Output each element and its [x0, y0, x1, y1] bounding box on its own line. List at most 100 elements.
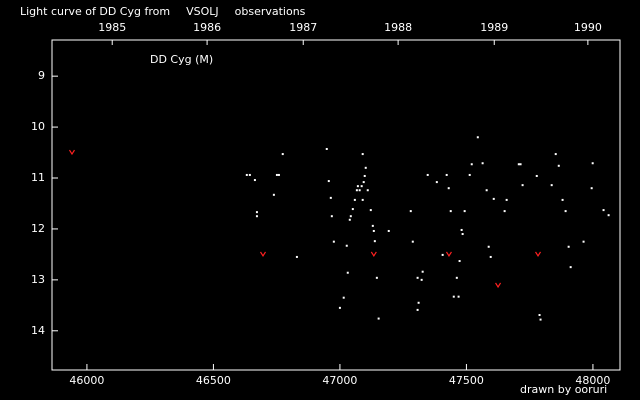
- y-tick-label: 13: [31, 273, 45, 286]
- observation-point: [366, 189, 369, 192]
- y-tick-label: 10: [31, 120, 45, 133]
- observation-point: [487, 245, 490, 248]
- y-tick-label: 12: [31, 222, 45, 235]
- x-tick-label: 47500: [449, 374, 484, 387]
- observation-point: [377, 317, 380, 320]
- observation-point: [505, 198, 508, 201]
- observation-point: [591, 162, 594, 165]
- observation-point: [449, 210, 452, 213]
- observation-point: [550, 184, 553, 187]
- observation-point: [255, 215, 258, 218]
- observation-point: [590, 187, 593, 190]
- observation-point: [332, 240, 335, 243]
- observation-point: [445, 173, 448, 176]
- observation-point: [503, 210, 506, 213]
- observation-point: [426, 173, 429, 176]
- observation-point: [420, 278, 423, 281]
- observation-point: [481, 162, 484, 165]
- observation-point: [295, 255, 298, 258]
- year-tick-label: 1987: [289, 21, 317, 34]
- fainter-than-mark: [370, 251, 377, 258]
- observation-point: [564, 210, 567, 213]
- year-tick-label: 1988: [384, 21, 412, 34]
- observation-point: [362, 181, 365, 184]
- observation-point: [470, 163, 473, 166]
- year-tick-label: 1989: [480, 21, 508, 34]
- y-tick-label: 9: [38, 69, 45, 82]
- fainter-than-mark: [445, 251, 452, 258]
- year-tick-label: 1985: [98, 21, 126, 34]
- observation-point: [356, 185, 359, 188]
- x-tick-label: 47000: [322, 374, 357, 387]
- observation-point: [275, 173, 278, 176]
- year-tick-label: 1990: [574, 21, 602, 34]
- fainter-than-mark: [259, 251, 267, 258]
- y-tick-label: 11: [31, 171, 45, 184]
- observation-point: [375, 276, 378, 279]
- observation-point: [373, 240, 376, 243]
- x-tick-label: 46000: [69, 374, 104, 387]
- observation-point: [416, 276, 419, 279]
- observation-point: [360, 185, 363, 188]
- observation-point: [452, 295, 455, 298]
- observation-point: [345, 244, 348, 247]
- y-tick-label: 14: [31, 324, 45, 337]
- observation-point: [557, 164, 560, 167]
- plot-frame: [51, 39, 621, 371]
- observation-point: [561, 198, 564, 201]
- credit: drawn by ooruri: [520, 383, 607, 396]
- observation-point: [338, 306, 341, 309]
- observation-point: [602, 209, 605, 212]
- observation-point: [435, 181, 438, 184]
- observation-point: [346, 271, 349, 274]
- observation-point: [349, 215, 352, 218]
- observation-point: [277, 173, 280, 176]
- observation-point: [248, 173, 251, 176]
- fainter-than-mark: [68, 149, 75, 156]
- observation-point: [417, 301, 420, 304]
- observation-point: [361, 153, 364, 156]
- observation-point: [489, 255, 492, 258]
- observation-point: [272, 193, 275, 196]
- fainter-than-mark: [535, 251, 542, 258]
- observation-point: [353, 198, 356, 201]
- observation-point: [255, 211, 258, 214]
- observation-point: [554, 153, 557, 156]
- observation-point: [455, 276, 458, 279]
- year-tick-label: 1986: [193, 21, 221, 34]
- observation-point: [253, 179, 256, 182]
- observation-point: [348, 218, 351, 221]
- observation-point: [369, 209, 372, 212]
- observation-point: [463, 210, 466, 213]
- observation-point: [245, 173, 248, 176]
- observation-point: [441, 253, 444, 256]
- observation-point: [416, 308, 419, 311]
- x-tick-label: 46500: [196, 374, 231, 387]
- title-part: VSOLJ: [186, 5, 219, 18]
- star-label: DD Cyg (M): [150, 53, 213, 66]
- observation-point: [538, 314, 541, 316]
- observation-point: [329, 196, 332, 199]
- observation-point: [363, 174, 366, 177]
- observation-point: [582, 240, 585, 243]
- observation-point: [460, 228, 463, 231]
- observation-point: [371, 224, 374, 227]
- observation-point: [281, 153, 284, 156]
- fainter-than-mark: [495, 282, 502, 289]
- observation-point: [447, 187, 450, 190]
- observation-point: [327, 180, 330, 183]
- title-part: observations: [235, 5, 306, 18]
- observation-point: [351, 208, 354, 211]
- observation-point: [330, 215, 333, 218]
- observation-point: [476, 136, 479, 139]
- observation-point: [607, 214, 610, 217]
- observation-point: [387, 229, 390, 232]
- observation-point: [535, 174, 538, 177]
- observation-point: [569, 266, 572, 269]
- observation-point: [421, 270, 424, 273]
- observation-point: [411, 240, 414, 243]
- observation-point: [519, 163, 522, 166]
- observation-point: [342, 296, 345, 299]
- title-part: Light curve of DD Cyg from: [20, 5, 170, 18]
